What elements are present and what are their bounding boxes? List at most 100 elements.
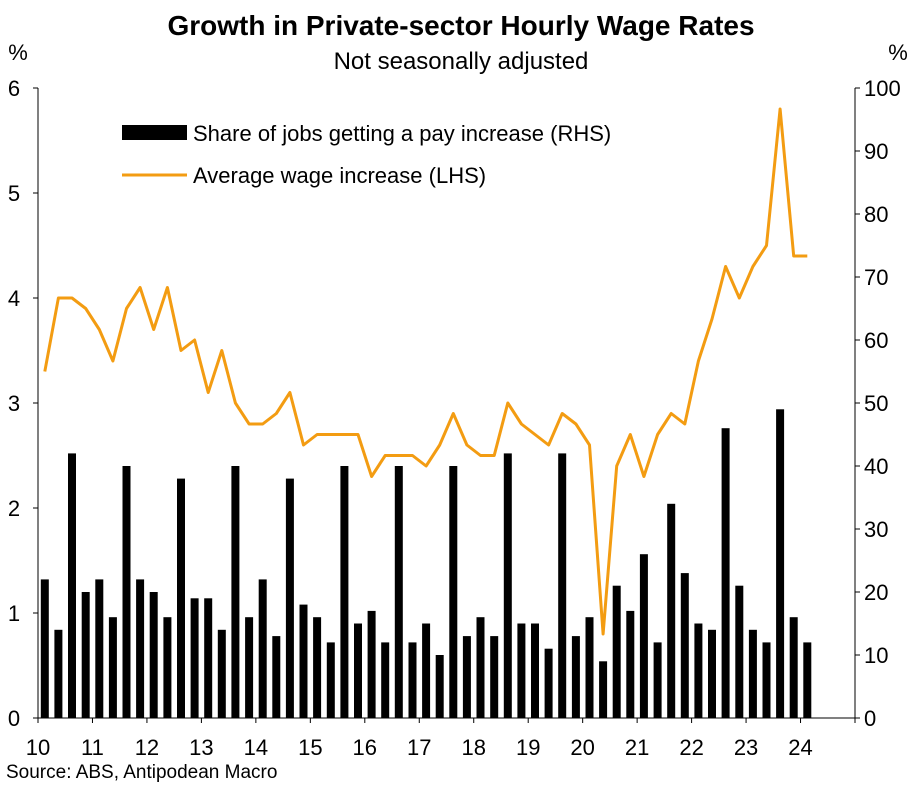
right-tick-label: 60 — [864, 328, 888, 353]
bar — [272, 636, 281, 718]
bar — [789, 617, 798, 718]
x-tick-label: 22 — [679, 735, 703, 760]
x-tick-label: 19 — [516, 735, 540, 760]
bar — [408, 642, 417, 718]
bar — [231, 466, 240, 718]
bar — [108, 617, 117, 718]
x-tick-label: 15 — [298, 735, 322, 760]
bar — [803, 642, 812, 718]
bar — [558, 453, 567, 718]
x-tick-label: 12 — [135, 735, 159, 760]
bar — [354, 623, 362, 718]
left-tick-label: 1 — [8, 601, 20, 626]
x-tick-label: 14 — [244, 735, 268, 760]
bar — [136, 579, 145, 718]
bar — [462, 636, 471, 718]
bar — [599, 661, 608, 718]
bar — [204, 598, 213, 718]
left-tick-label: 0 — [8, 706, 20, 731]
left-tick-label: 5 — [8, 181, 20, 206]
x-tick-label: 17 — [407, 735, 431, 760]
bar — [149, 592, 158, 718]
bar — [95, 579, 104, 718]
chart-legend: Share of jobs getting a pay increase (RH… — [122, 121, 611, 188]
right-tick-label: 70 — [864, 265, 888, 290]
bar — [258, 579, 267, 718]
bar — [285, 478, 294, 718]
x-tick-label: 11 — [81, 735, 104, 760]
bar — [571, 636, 580, 718]
bar — [68, 453, 76, 718]
bar — [313, 617, 322, 718]
bar — [449, 466, 458, 718]
average-wage-line — [43, 107, 808, 636]
bar — [503, 453, 512, 718]
left-tick-label: 6 — [8, 76, 20, 101]
bar — [299, 604, 308, 718]
bar — [81, 592, 90, 718]
bar — [626, 610, 635, 718]
bar — [748, 629, 757, 718]
left-tick-label: 2 — [8, 496, 20, 521]
bar — [422, 623, 431, 718]
bar — [40, 579, 49, 718]
x-tick-label: 20 — [570, 735, 594, 760]
x-tick-label: 18 — [461, 735, 485, 760]
bar — [612, 585, 621, 718]
bar — [680, 573, 689, 718]
legend-line-label: Average wage increase (LHS) — [193, 163, 486, 188]
right-tick-label: 100 — [864, 76, 901, 101]
bar — [245, 617, 254, 718]
bar — [653, 642, 662, 718]
x-tick-label: 23 — [734, 735, 758, 760]
x-tick-label: 13 — [189, 735, 213, 760]
right-tick-label: 30 — [864, 517, 888, 542]
bar — [639, 554, 648, 718]
bar — [544, 648, 553, 718]
right-axis-unit: % — [888, 40, 908, 65]
bar — [490, 636, 499, 718]
bar — [435, 655, 444, 718]
legend-bar-swatch — [122, 125, 187, 140]
bar — [340, 466, 349, 718]
bar — [517, 623, 526, 718]
bar — [177, 478, 185, 718]
right-tick-label: 0 — [864, 706, 876, 731]
right-tick-label: 40 — [864, 454, 888, 479]
left-tick-label: 4 — [8, 286, 20, 311]
bar — [54, 629, 63, 718]
bar — [531, 623, 539, 718]
right-tick-label: 90 — [864, 139, 888, 164]
bar — [394, 466, 403, 718]
bar — [776, 409, 785, 718]
bar — [217, 629, 226, 718]
bar — [381, 642, 390, 718]
bar — [762, 642, 771, 718]
bar — [708, 629, 716, 718]
left-axis-unit: % — [8, 40, 28, 65]
chart-subtitle: Not seasonally adjusted — [333, 48, 589, 75]
bar — [122, 466, 131, 718]
left-tick-label: 3 — [8, 391, 20, 416]
bar — [476, 617, 485, 718]
x-tick-label: 24 — [788, 735, 812, 760]
right-tick-label: 20 — [864, 580, 888, 605]
chart-title: Growth in Private-sector Hourly Wage Rat… — [167, 10, 755, 41]
right-tick-label: 80 — [864, 202, 888, 227]
bar — [721, 428, 730, 718]
right-tick-label: 50 — [864, 391, 888, 416]
bar — [585, 617, 594, 718]
x-tick-label: 16 — [353, 735, 377, 760]
bar — [667, 503, 676, 718]
bar — [163, 617, 172, 718]
bar — [367, 610, 376, 718]
chart-source: Source: ABS, Antipodean Macro — [6, 762, 278, 783]
bar — [735, 585, 744, 718]
x-tick-label: 10 — [26, 735, 50, 760]
right-tick-label: 10 — [864, 643, 888, 668]
bars-layer — [40, 409, 812, 718]
bar — [326, 642, 335, 718]
bar — [694, 623, 703, 718]
